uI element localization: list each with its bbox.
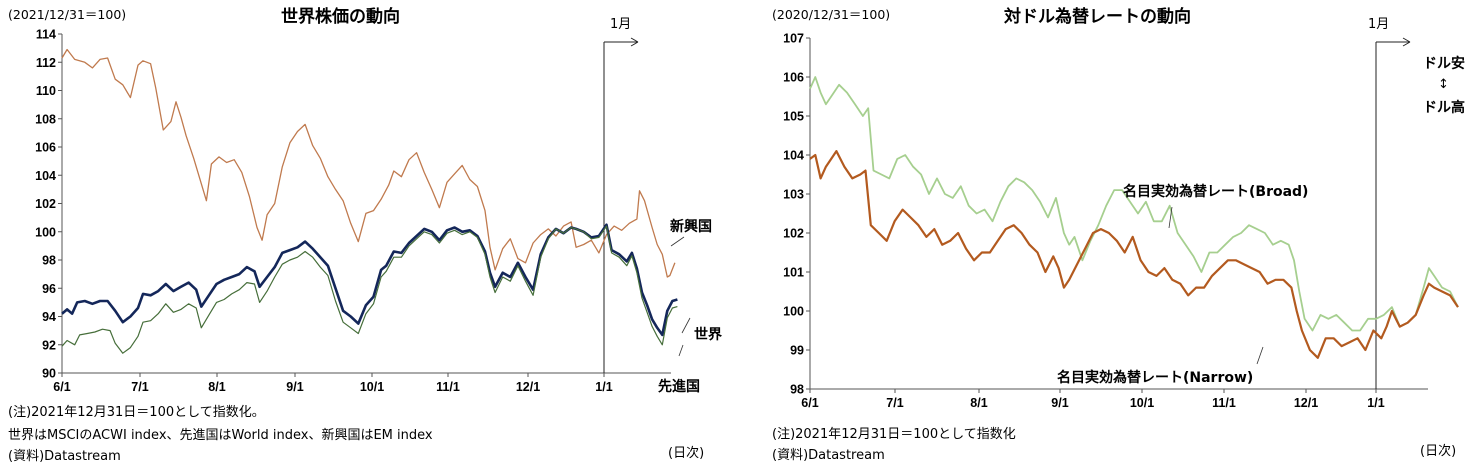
x-tick-label: 7/1 bbox=[131, 380, 148, 394]
updown-arrow-icon: ↕ bbox=[1438, 77, 1449, 92]
y-tick-label: 114 bbox=[36, 28, 56, 42]
x-tick-label: 9/1 bbox=[1051, 396, 1068, 410]
series-line bbox=[61, 223, 678, 337]
fx-rate-chart: 98 99 100 101 102 103 104 105 106 107 6/1 7/1 8/1 9/1… bbox=[742, 0, 1483, 468]
x-tick-label: 8/1 bbox=[970, 396, 987, 410]
note-line-1: (注)2021年12月31日＝100として指数化。 bbox=[8, 405, 265, 420]
x-tick-label: 11/1 bbox=[436, 380, 460, 394]
unit-label: (日次) bbox=[668, 446, 705, 461]
world-stock-chart: 90 92 94 96 98 100 102 104 106 108 110 112 114 6/1 7/1… bbox=[0, 0, 740, 468]
y-tick-label: 99 bbox=[790, 344, 804, 358]
base-label: (2021/12/31＝100) bbox=[8, 7, 127, 22]
annotation-leader bbox=[1256, 346, 1264, 365]
y-tick-label: 102 bbox=[35, 197, 56, 211]
source-line: (資料)Datastream bbox=[772, 448, 885, 463]
x-tick-label: 1/1 bbox=[595, 380, 612, 394]
annotation-narrow: 名目実効為替レート(Narrow) bbox=[1057, 370, 1254, 386]
series-line bbox=[809, 76, 1459, 332]
series-line bbox=[61, 48, 676, 278]
january-arrow-head bbox=[630, 37, 639, 47]
annotation-leader bbox=[678, 344, 684, 357]
y-tick-label: 103 bbox=[783, 188, 804, 202]
y-tick-label: 102 bbox=[783, 227, 804, 241]
january-arrow-head bbox=[1402, 37, 1411, 47]
annotation-developed: 先進国 bbox=[658, 379, 700, 395]
y-tick-label: 96 bbox=[42, 282, 56, 296]
x-tick-label: 1/1 bbox=[1367, 396, 1384, 410]
y-tick-label: 104 bbox=[783, 149, 804, 163]
chart-title: 対ドル為替レートの動向 bbox=[1004, 7, 1191, 27]
x-tick-label: 6/1 bbox=[801, 396, 818, 410]
annotation-world: 世界 bbox=[694, 327, 722, 343]
x-tick-label: 11/1 bbox=[1212, 396, 1236, 410]
y-tick-label: 106 bbox=[35, 141, 56, 155]
base-label: (2020/12/31＝100) bbox=[772, 7, 891, 22]
x-tick-label: 7/1 bbox=[886, 396, 903, 410]
y-tick-label: 107 bbox=[783, 32, 804, 46]
x-tick-label: 8/1 bbox=[208, 380, 225, 394]
y-tick-label: 112 bbox=[36, 56, 56, 70]
y-tick-label: 92 bbox=[42, 338, 56, 352]
annotation-leader bbox=[670, 236, 685, 247]
x-tick-label: 12/1 bbox=[516, 380, 540, 394]
x-tick-label: 12/1 bbox=[1294, 396, 1318, 410]
y-tick-label: 104 bbox=[35, 169, 56, 183]
label-dollar-strong: ドル高 bbox=[1423, 100, 1465, 116]
annotation-emerging: 新興国 bbox=[670, 219, 712, 235]
y-tick-label: 106 bbox=[783, 71, 804, 85]
source-line: (資料)Datastream bbox=[8, 449, 121, 464]
x-tick-label: 10/1 bbox=[360, 380, 384, 394]
world-stock-plot: 90 92 94 96 98 100 102 104 106 108 110 112 114 6/1 7/1… bbox=[35, 28, 691, 394]
note-line-2: 世界はMSCIのACWI index、先進国はWorld index、新興国はE… bbox=[8, 428, 433, 443]
series-line bbox=[809, 150, 1459, 359]
y-tick-label: 108 bbox=[35, 112, 56, 126]
annotation-broad: 名目実効為替レート(Broad) bbox=[1123, 184, 1309, 200]
y-tick-label: 98 bbox=[42, 254, 56, 268]
fx-rate-plot: 98 99 100 101 102 103 104 105 106 107 6/1 7/1 8/1 9/1… bbox=[783, 32, 1459, 410]
chart-title: 世界株価の動向 bbox=[281, 7, 400, 27]
x-tick-label: 10/1 bbox=[1130, 396, 1154, 410]
marker-label: 1月 bbox=[610, 17, 632, 32]
series-line bbox=[61, 225, 678, 354]
y-tick-label: 101 bbox=[783, 266, 804, 280]
y-tick-label: 98 bbox=[790, 383, 804, 397]
x-tick-label: 6/1 bbox=[53, 380, 70, 394]
y-tick-label: 100 bbox=[783, 305, 804, 319]
y-tick-label: 90 bbox=[42, 367, 56, 381]
annotation-leader bbox=[1168, 206, 1173, 229]
label-dollar-weak: ドル安 bbox=[1423, 56, 1465, 72]
unit-label: (日次) bbox=[1420, 444, 1457, 459]
annotation-leader bbox=[681, 317, 691, 334]
note-line-1: (注)2021年12月31日＝100として指数化 bbox=[772, 427, 1016, 442]
x-tick-label: 9/1 bbox=[286, 380, 303, 394]
y-tick-label: 94 bbox=[42, 310, 56, 324]
y-tick-label: 100 bbox=[35, 225, 56, 239]
marker-label: 1月 bbox=[1368, 17, 1390, 32]
y-tick-label: 110 bbox=[36, 84, 56, 98]
y-tick-label: 105 bbox=[783, 110, 804, 124]
